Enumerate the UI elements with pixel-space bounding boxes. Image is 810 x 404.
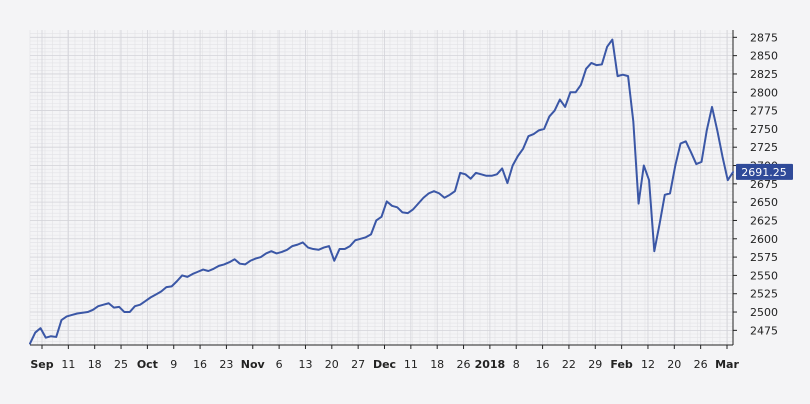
- y-tick-label: 2675: [750, 178, 778, 191]
- x-tick-label: 6: [276, 358, 283, 371]
- y-tick-label: 2775: [750, 105, 778, 118]
- x-tick-label: 2018: [475, 358, 506, 371]
- y-tick-label: 2500: [750, 306, 778, 319]
- x-tick-label: 18: [88, 358, 102, 371]
- x-tick-label: Mar: [715, 358, 739, 371]
- series-layer: [29, 38, 734, 345]
- x-tick-label: 20: [325, 358, 339, 371]
- series-line: [29, 38, 734, 345]
- y-tick-label: 2750: [750, 123, 778, 136]
- y-tick-label: 2725: [750, 141, 778, 154]
- x-tick-label: 11: [61, 358, 75, 371]
- y-tick-label: 2800: [750, 86, 778, 99]
- x-tick-label: Sep: [30, 358, 53, 371]
- y-tick-label: 2850: [750, 50, 778, 63]
- x-tick-label: 29: [588, 358, 602, 371]
- y-tick-label: 2575: [750, 251, 778, 264]
- x-tick-label: 26: [694, 358, 708, 371]
- x-tick-label: 22: [562, 358, 576, 371]
- x-tick-label: Feb: [610, 358, 633, 371]
- x-tick-label: Dec: [373, 358, 396, 371]
- x-tick-label: 26: [457, 358, 471, 371]
- x-tick-label: 9: [170, 358, 177, 371]
- y-tick-label: 2625: [750, 214, 778, 227]
- x-tick-label: 25: [114, 358, 128, 371]
- x-tick-label: 20: [667, 358, 681, 371]
- x-tick-label: Oct: [137, 358, 158, 371]
- x-tick-label: 12: [641, 358, 655, 371]
- last-value-label: 2691.25: [741, 166, 787, 179]
- x-tick-label: Nov: [241, 358, 266, 371]
- x-tick-label: 16: [193, 358, 207, 371]
- y-tick-label: 2525: [750, 288, 778, 301]
- y-tick-label: 2875: [750, 31, 778, 44]
- last-value-badge: [736, 163, 793, 180]
- y-tick-label: 2600: [750, 233, 778, 246]
- grid: [29, 30, 733, 345]
- y-tick-label: 2550: [750, 269, 778, 282]
- x-tick-label: 23: [219, 358, 233, 371]
- y-tick-label: 2475: [750, 324, 778, 337]
- x-tick-label: 16: [536, 358, 550, 371]
- x-tick-label: 27: [351, 358, 365, 371]
- x-tick-label: 13: [298, 358, 312, 371]
- axes: [30, 30, 737, 349]
- x-tick-label: 18: [430, 358, 444, 371]
- x-tick-label: 11: [404, 358, 418, 371]
- y-tick-label: 2825: [750, 68, 778, 81]
- x-tick-label: 8: [513, 358, 520, 371]
- y-tick-label: 2650: [750, 196, 778, 209]
- labels: 2475250025252550257526002625265026752700…: [30, 31, 793, 371]
